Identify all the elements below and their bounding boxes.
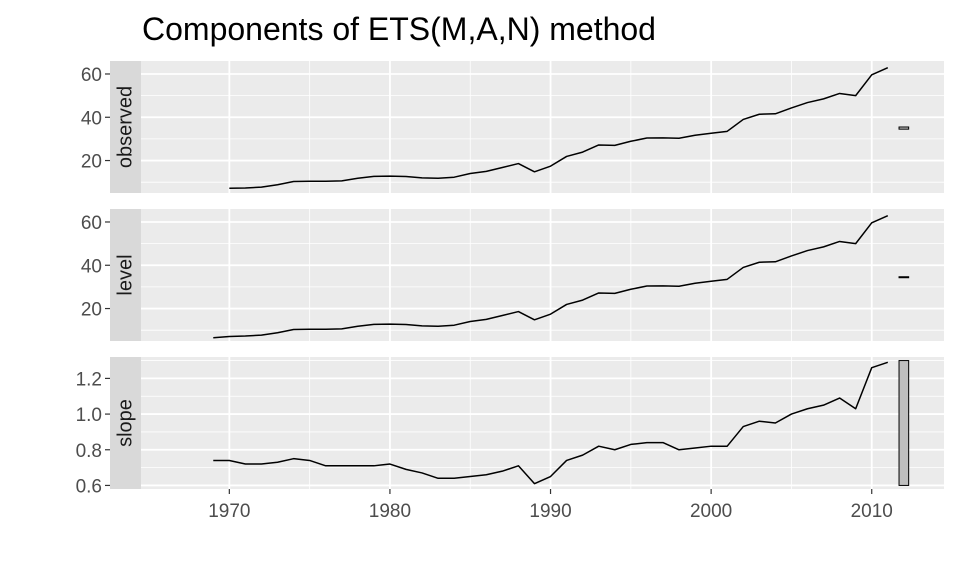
facet-label-observed: observed xyxy=(115,86,137,168)
facet-strip xyxy=(110,61,141,193)
y-tick-label: 0.8 xyxy=(76,441,102,462)
x-tick-label: 1970 xyxy=(208,501,250,522)
panel-observed: 20 40 60 observed xyxy=(81,61,944,193)
y-tick-label: 60 xyxy=(81,213,102,234)
range-bar-observed xyxy=(898,126,910,130)
facet-strip xyxy=(110,357,141,489)
y-tick-label: 0.6 xyxy=(76,476,102,497)
y-tick-label: 40 xyxy=(81,256,102,277)
series-line-slope xyxy=(213,361,889,485)
panel-background xyxy=(141,61,944,193)
y-tick-label: 1.0 xyxy=(76,405,102,426)
x-tick-label: 1990 xyxy=(529,501,571,522)
x-tick-label: 2010 xyxy=(851,501,893,522)
panel-slope: 0.6 0.8 1.0 1.2 slope xyxy=(76,357,944,497)
y-tick-label: 1.2 xyxy=(76,369,102,390)
y-tick-label: 60 xyxy=(81,65,102,86)
x-tick-label: 2000 xyxy=(690,501,732,522)
facet-panels: 20 40 60 observed 20 40 60 level 0.6 0.8 1.0 1.2 slo… xyxy=(76,61,944,497)
panel-background xyxy=(141,357,944,489)
chart-title: Components of ETS(M,A,N) method xyxy=(142,11,656,47)
panel-level: 20 40 60 level xyxy=(81,209,944,341)
series-line-observed xyxy=(229,67,889,189)
x-tick-label: 1980 xyxy=(369,501,411,522)
y-tick-label: 20 xyxy=(81,300,102,321)
y-tick-label: 20 xyxy=(81,152,102,173)
x-axis: 1970 1980 1990 2000 2010 xyxy=(208,489,893,522)
range-bar-slope xyxy=(898,360,910,486)
y-tick-label: 40 xyxy=(81,108,102,129)
series-line-level xyxy=(213,215,889,339)
panel-background xyxy=(141,209,944,341)
facet-label-slope: slope xyxy=(115,399,137,447)
facet-strip xyxy=(110,209,141,341)
range-bar-level xyxy=(898,276,910,279)
facet-label-level: level xyxy=(115,254,137,295)
